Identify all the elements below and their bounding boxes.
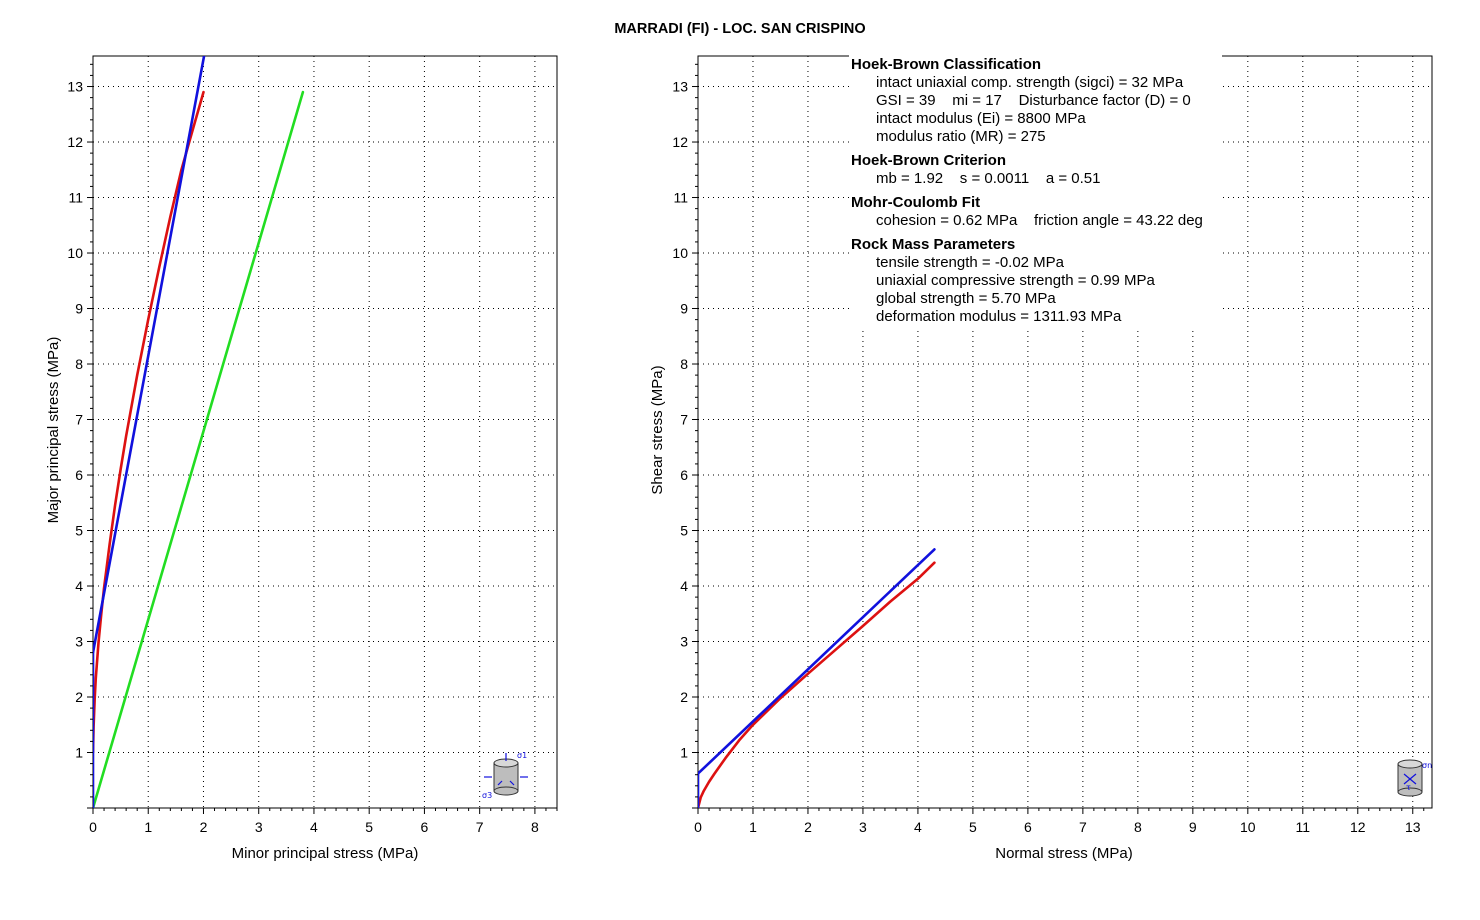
y-tick-label: 7	[75, 412, 83, 428]
x-tick-label: 8	[531, 819, 539, 835]
y-tick-label: 12	[672, 134, 688, 150]
x-tick-label: 8	[1134, 819, 1142, 835]
x-tick-label: 3	[255, 819, 263, 835]
x-tick-label: 6	[1024, 819, 1032, 835]
y-tick-label: 3	[680, 634, 688, 650]
y-tick-label: 3	[75, 634, 83, 650]
x-tick-label: 11	[1296, 819, 1311, 835]
y-tick-label: 9	[680, 301, 688, 317]
info-box-background	[849, 54, 1222, 328]
y-tick-label: 6	[75, 467, 83, 483]
plot-frame	[92, 55, 558, 809]
y-tick-label: 11	[68, 190, 83, 206]
x-tick-label: 1	[144, 819, 152, 835]
x-tick-label: 5	[365, 819, 373, 835]
y-tick-label: 1	[680, 745, 688, 761]
info-line: mb = 1.92 s = 0.0011 a = 0.51	[876, 170, 1100, 187]
series-line-mc	[698, 548, 936, 775]
y-axis-label: Major principal stress (MPa)	[45, 337, 62, 524]
y-tick-label: 2	[75, 689, 83, 705]
info-section-heading: Rock Mass Parameters	[851, 236, 1015, 253]
y-tick-label: 12	[67, 134, 83, 150]
sigma3-label: σ3	[482, 791, 492, 800]
x-axis-label: Normal stress (MPa)	[995, 845, 1133, 862]
y-axis-label: Shear stress (MPa)	[649, 365, 666, 494]
info-line: uniaxial compressive strength = 0.99 MPa	[876, 272, 1156, 289]
y-tick-label: 13	[672, 79, 688, 95]
y-tick-label: 11	[673, 190, 688, 206]
y-tick-label: 7	[680, 412, 688, 428]
chart-title: MARRADI (FI) - LOC. SAN CRISPINO	[614, 21, 865, 37]
info-line: intact modulus (Ei) = 8800 MPa	[876, 110, 1086, 127]
info-line: deformation modulus = 1311.93 MPa	[876, 308, 1122, 325]
x-tick-label: 12	[1350, 819, 1366, 835]
x-tick-label: 6	[421, 819, 429, 835]
x-axis-label: Minor principal stress (MPa)	[232, 845, 419, 862]
y-tick-label: 8	[75, 356, 83, 372]
y-tick-label: 1	[75, 745, 83, 761]
x-tick-label: 0	[89, 819, 97, 835]
info-section-heading: Mohr-Coulomb Fit	[851, 194, 980, 211]
tau-label: τ	[1406, 783, 1411, 792]
x-tick-label: 2	[200, 819, 208, 835]
y-tick-label: 13	[67, 79, 83, 95]
triaxial-specimen-icon: σ1 σ3	[482, 751, 528, 800]
y-tick-label: 4	[75, 578, 83, 594]
y-tick-label: 4	[680, 578, 688, 594]
info-line: tensile strength = -0.02 MPa	[876, 254, 1065, 271]
info-line: GSI = 39 mi = 17 Disturbance factor (D) …	[876, 92, 1191, 109]
x-tick-label: 3	[859, 819, 867, 835]
y-tick-label: 10	[672, 245, 688, 261]
shear-specimen-icon: σn τ	[1397, 759, 1432, 797]
info-line: intact uniaxial comp. strength (sigci) =…	[876, 74, 1184, 91]
x-tick-label: 13	[1405, 819, 1421, 835]
x-tick-label: 2	[804, 819, 812, 835]
info-line: cohesion = 0.62 MPa friction angle = 43.…	[876, 212, 1203, 229]
info-line: modulus ratio (MR) = 275	[876, 128, 1046, 145]
y-tick-label: 8	[680, 356, 688, 372]
sigma-n-label: σn	[1422, 761, 1432, 770]
x-tick-label: 7	[1079, 819, 1087, 835]
x-tick-label: 5	[969, 819, 977, 835]
x-tick-label: 0	[694, 819, 702, 835]
series-line-hb	[698, 561, 936, 808]
x-tick-label: 4	[310, 819, 318, 835]
info-section-heading: Hoek-Brown Criterion	[851, 152, 1006, 169]
x-tick-label: 7	[476, 819, 484, 835]
y-tick-label: 9	[75, 301, 83, 317]
y-tick-label: 5	[75, 523, 83, 539]
x-tick-label: 10	[1240, 819, 1256, 835]
x-tick-label: 1	[749, 819, 757, 835]
y-tick-label: 2	[680, 689, 688, 705]
info-section-heading: Hoek-Brown Classification	[851, 56, 1041, 73]
y-tick-label: 6	[680, 467, 688, 483]
sigma1-label: σ1	[517, 751, 527, 760]
info-line: global strength = 5.70 MPa	[876, 290, 1056, 307]
series-line-green	[93, 90, 305, 808]
series-line-mc	[93, 56, 206, 654]
x-tick-label: 9	[1189, 819, 1197, 835]
y-tick-label: 10	[67, 245, 83, 261]
x-tick-label: 4	[914, 819, 922, 835]
y-tick-label: 5	[680, 523, 688, 539]
series-line-hb	[93, 90, 205, 754]
